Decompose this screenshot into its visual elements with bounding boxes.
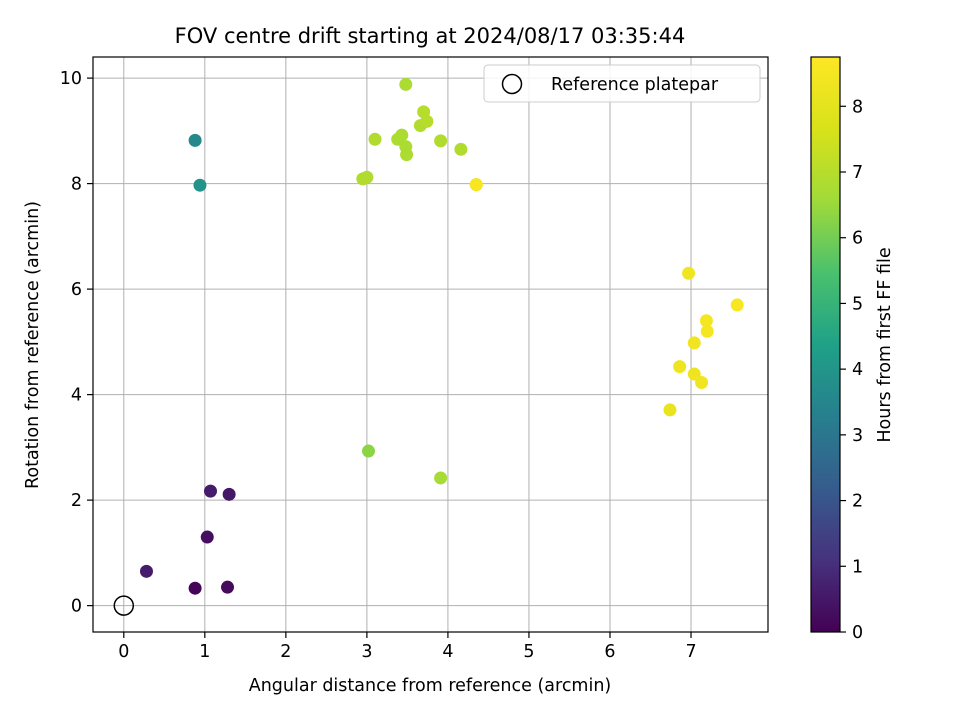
data-point (434, 471, 448, 485)
colorbar-tick-label: 5 (852, 294, 863, 314)
colorbar: 0 1 2 3 4 5 6 7 8 Hours from first FF file (810, 56, 895, 643)
data-point (368, 132, 382, 146)
data-point (221, 580, 235, 594)
data-point (362, 444, 376, 458)
data-point (399, 77, 413, 91)
x-tick-label: 3 (361, 642, 372, 662)
colorbar-gradient (811, 57, 840, 632)
reference-platepar-marker (113, 595, 135, 616)
data-point (695, 375, 709, 389)
legend-marker-reference (501, 73, 523, 95)
y-tick-label: 6 (71, 280, 82, 300)
legend-box (483, 64, 761, 103)
data-point (200, 530, 214, 544)
data-point (420, 114, 434, 128)
y-tick-label: 8 (71, 175, 82, 195)
x-tick-label: 4 (442, 642, 453, 662)
data-point (193, 178, 207, 192)
y-tick-label: 2 (71, 491, 82, 511)
x-axis-ticks: 0 1 2 3 4 5 6 7 (118, 632, 697, 662)
data-point (454, 142, 468, 156)
colorbar-ticks: 0 1 2 3 4 5 6 7 8 (840, 97, 863, 643)
data-point (730, 298, 744, 312)
data-point (222, 487, 236, 501)
legend-label-reference: Reference platepar (551, 75, 719, 95)
y-tick-label: 0 (71, 597, 82, 617)
data-point (469, 178, 483, 192)
x-axis-label: Angular distance from reference (arcmin) (249, 676, 612, 696)
y-axis-label: Rotation from reference (arcmin) (23, 201, 43, 489)
x-tick-label: 6 (604, 642, 615, 662)
x-tick-label: 1 (199, 642, 210, 662)
colorbar-label: Hours from first FF file (875, 247, 895, 442)
chart-title: FOV centre drift starting at 2024/08/17 … (175, 24, 686, 48)
colorbar-tick-label: 6 (852, 229, 863, 249)
data-point (663, 403, 677, 417)
legend: Reference platepar (483, 64, 761, 103)
data-point (687, 336, 701, 350)
colorbar-tick-label: 3 (852, 426, 863, 446)
data-point (188, 581, 202, 595)
x-tick-label: 7 (685, 642, 696, 662)
data-points (113, 77, 744, 616)
data-point (400, 148, 414, 162)
y-axis-ticks: 0 2 4 6 8 10 (60, 69, 93, 617)
colorbar-tick-label: 8 (852, 97, 863, 117)
colorbar-frame (810, 56, 841, 633)
colorbar-tick-label: 7 (852, 163, 863, 183)
x-tick-label: 0 (118, 642, 129, 662)
colorbar-tick-label: 4 (852, 360, 863, 380)
plot-frame (92, 56, 769, 633)
data-point (395, 128, 409, 142)
x-tick-label: 2 (280, 642, 291, 662)
y-tick-label: 10 (60, 69, 82, 89)
data-point (687, 367, 701, 381)
data-point (360, 170, 374, 184)
data-point (139, 564, 153, 578)
x-tick-label: 5 (523, 642, 534, 662)
data-point (699, 314, 713, 328)
y-tick-label: 4 (71, 386, 82, 406)
data-point (682, 266, 696, 280)
data-point (673, 360, 687, 374)
data-point (700, 324, 714, 338)
data-point (434, 134, 448, 148)
colorbar-tick-label: 2 (852, 492, 863, 512)
data-point (203, 484, 217, 498)
data-point (188, 133, 202, 147)
colorbar-tick-label: 1 (852, 557, 863, 577)
colorbar-tick-label: 0 (852, 623, 863, 643)
